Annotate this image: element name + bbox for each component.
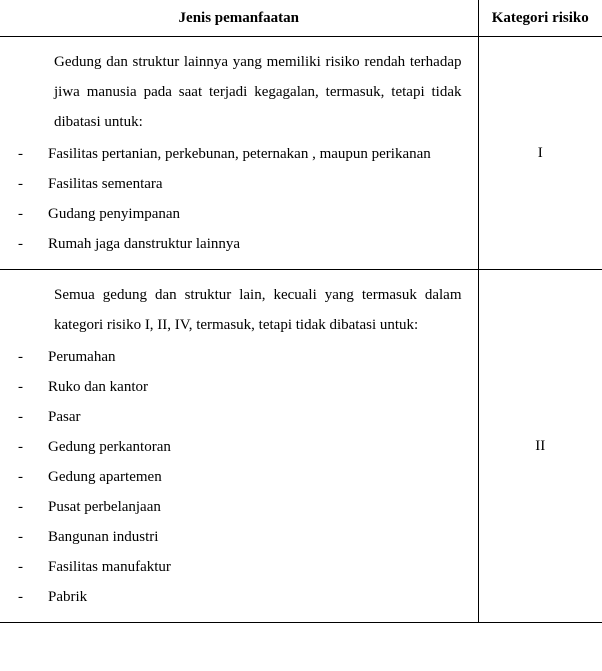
list-item: Pasar [18,402,462,432]
list-item: Rumah jaga danstruktur lainnya [18,229,462,259]
usage-cell-0: Gedung dan struktur lainnya yang memilik… [0,37,478,270]
list-item: Perumahan [18,342,462,372]
intro-text: Gedung dan struktur lainnya yang memilik… [54,47,462,137]
risk-category-table: Jenis pemanfaatan Kategori risiko Gedung… [0,0,602,623]
usage-cell-1: Semua gedung dan struktur lain, kecuali … [0,270,478,623]
list-item: Fasilitas pertanian, perkebunan, peterna… [18,139,462,169]
table-row: Gedung dan struktur lainnya yang memilik… [0,37,602,270]
category-cell-1: II [478,270,602,623]
list-item: Pusat perbelanjaan [18,492,462,522]
list-item: Bangunan industri [18,522,462,552]
category-cell-0: I [478,37,602,270]
header-kategori: Kategori risiko [478,0,602,37]
list-item: Gedung apartemen [18,462,462,492]
list-item: Gudang penyimpanan [18,199,462,229]
intro-text: Semua gedung dan struktur lain, kecuali … [54,280,462,340]
list-item: Gedung perkantoran [18,432,462,462]
list-item: Ruko dan kantor [18,372,462,402]
list-item: Fasilitas sementara [18,169,462,199]
header-jenis: Jenis pemanfaatan [0,0,478,37]
list-item: Pabrik [18,582,462,612]
list-item: Fasilitas manufaktur [18,552,462,582]
table-row: Semua gedung dan struktur lain, kecuali … [0,270,602,623]
bullet-list-1: Perumahan Ruko dan kantor Pasar Gedung p… [18,342,462,612]
header-row: Jenis pemanfaatan Kategori risiko [0,0,602,37]
bullet-list-0: Fasilitas pertanian, perkebunan, peterna… [18,139,462,259]
